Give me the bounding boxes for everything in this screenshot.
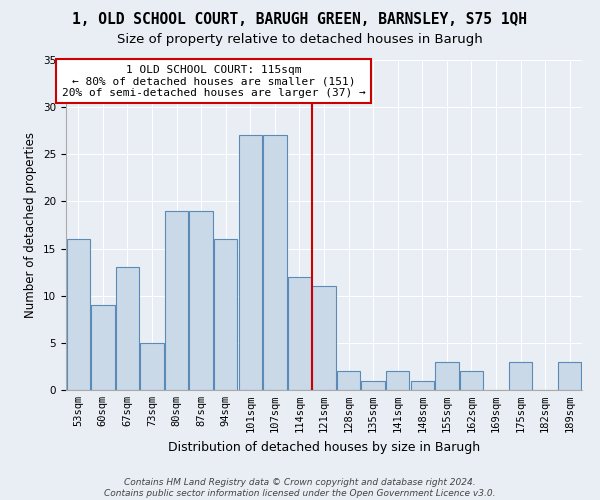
Bar: [288, 277, 311, 390]
Bar: [263, 136, 287, 390]
Text: 1 OLD SCHOOL COURT: 115sqm
← 80% of detached houses are smaller (151)
20% of sem: 1 OLD SCHOOL COURT: 115sqm ← 80% of deta…: [62, 64, 365, 98]
Text: Contains HM Land Registry data © Crown copyright and database right 2024.
Contai: Contains HM Land Registry data © Crown c…: [104, 478, 496, 498]
Bar: [190, 211, 213, 390]
Text: Size of property relative to detached houses in Barugh: Size of property relative to detached ho…: [117, 32, 483, 46]
Bar: [558, 362, 581, 390]
Bar: [165, 211, 188, 390]
Bar: [140, 343, 164, 390]
Y-axis label: Number of detached properties: Number of detached properties: [25, 132, 37, 318]
X-axis label: Distribution of detached houses by size in Barugh: Distribution of detached houses by size …: [168, 440, 480, 454]
Bar: [214, 239, 238, 390]
Text: 1, OLD SCHOOL COURT, BARUGH GREEN, BARNSLEY, S75 1QH: 1, OLD SCHOOL COURT, BARUGH GREEN, BARNS…: [73, 12, 527, 28]
Bar: [116, 268, 139, 390]
Bar: [509, 362, 532, 390]
Bar: [91, 305, 115, 390]
Bar: [67, 239, 90, 390]
Bar: [435, 362, 458, 390]
Bar: [361, 380, 385, 390]
Bar: [410, 380, 434, 390]
Bar: [239, 136, 262, 390]
Bar: [386, 371, 409, 390]
Bar: [460, 371, 483, 390]
Bar: [337, 371, 360, 390]
Bar: [313, 286, 335, 390]
